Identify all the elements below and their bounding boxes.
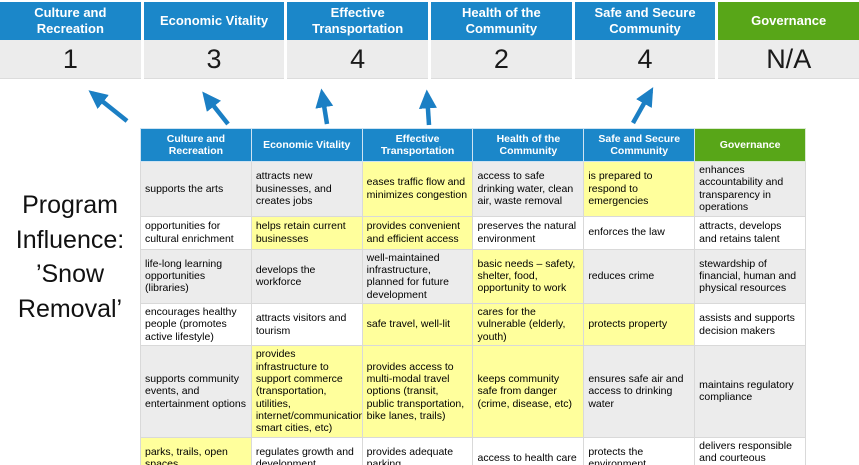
summary-score-health: 2: [431, 40, 572, 79]
program-title-line: Influence:: [15, 225, 125, 254]
summary-col-health: Health of the Community 2: [431, 2, 572, 79]
summary-header-transportation: Effective Transportation: [287, 2, 429, 40]
program-title: Program Influence: ’Snow Removal’: [0, 188, 140, 326]
priority-summary: Culture and Recreation 1 Economic Vitali…: [0, 2, 859, 79]
matrix-row: parks, trails, open spaces regulates grow…: [140, 436, 806, 465]
matrix-cell: maintains regulatory compliance: [694, 345, 806, 438]
matrix-header-economic: Economic Vitality: [250, 128, 363, 162]
summary-score-transportation: 4: [287, 40, 429, 79]
arrow-transportation-icon: [315, 88, 334, 125]
arrow-economic-icon: [202, 91, 230, 126]
arrow-culture-icon: [88, 90, 129, 123]
summary-header-safe: Safe and Secure Community: [574, 2, 716, 40]
summary-header-economic: Economic Vitality: [143, 2, 285, 40]
summary-score-economic: 3: [143, 40, 285, 79]
matrix-cell: encourages healthy people (promotes acti…: [140, 302, 252, 347]
arrow-safe-icon: [631, 87, 654, 125]
matrix-cell: attracts visitors and tourism: [250, 302, 363, 347]
matrix-cell: protects the environment: [583, 436, 696, 465]
matrix-cell: supports the arts: [140, 161, 252, 217]
matrix-row: encourages healthy people (promotes acti…: [140, 302, 806, 347]
matrix-cell: attracts, develops and retains talent: [694, 215, 806, 250]
program-title-line: Removal’: [17, 294, 123, 323]
matrix-cell: cares for the vulnerable (elderly, youth…: [472, 302, 585, 347]
summary-col-economic: Economic Vitality 3: [143, 2, 285, 79]
matrix-header-governance: Governance: [694, 128, 806, 162]
summary-header-culture: Culture and Recreation: [0, 2, 141, 40]
matrix-cell: develops the workforce: [250, 248, 363, 304]
matrix-header-culture: Culture and Recreation: [140, 128, 252, 162]
matrix-header-health: Health of the Community: [472, 128, 585, 162]
matrix-row: life-long learning opportunities (librar…: [140, 248, 806, 304]
arrow-health-icon: [418, 89, 437, 126]
matrix-cell: access to health care: [472, 436, 585, 465]
program-title-line: Program: [22, 191, 118, 219]
summary-score-culture: 1: [0, 40, 141, 79]
matrix-cell: protects property: [583, 302, 696, 347]
matrix-cell: keeps community safe from danger (crime,…: [472, 345, 585, 438]
matrix-cell: helps retain current businesses: [250, 215, 363, 250]
influence-matrix: Culture and Recreation Economic Vitality…: [140, 128, 806, 465]
matrix-cell: delivers responsible and courteous servi…: [694, 436, 806, 465]
matrix-cell: parks, trails, open spaces: [140, 436, 252, 465]
matrix-cell: provides infrastructure to support comme…: [250, 345, 363, 438]
matrix-row: opportunities for cultural enrichment hel…: [140, 215, 806, 250]
summary-col-governance: Governance N/A: [718, 2, 859, 79]
matrix-cell: opportunities for cultural enrichment: [140, 215, 252, 250]
matrix-cell: attracts new businesses, and creates job…: [250, 161, 363, 217]
matrix-cell: access to safe drinking water, clean air…: [472, 161, 585, 217]
program-title-line: ’Snow: [35, 260, 105, 288]
matrix-cell: life-long learning opportunities (librar…: [140, 248, 252, 304]
summary-score-governance: N/A: [718, 40, 859, 79]
matrix-cell: eases traffic flow and minimizes congest…: [361, 161, 474, 217]
summary-header-health: Health of the Community: [431, 2, 572, 40]
matrix-cell: stewardship of financial, human and phys…: [694, 248, 806, 304]
matrix-cell: well-maintained infrastructure, planned …: [361, 248, 474, 304]
influence-matrix-body: supports the arts attracts new businesses…: [140, 161, 806, 465]
matrix-cell: basic needs – safety, shelter, food, opp…: [472, 248, 585, 304]
matrix-cell: provides access to multi-modal travel op…: [361, 345, 474, 438]
matrix-cell: supports community events, and entertain…: [140, 345, 252, 438]
matrix-cell: enhances accountability and transparency…: [694, 161, 806, 217]
matrix-cell: ensures safe air and access to drinking …: [583, 345, 696, 438]
matrix-cell: safe travel, well-lit: [361, 302, 474, 347]
summary-header-governance: Governance: [718, 2, 859, 40]
matrix-cell: preserves the natural environment: [472, 215, 585, 250]
matrix-header-safe: Safe and Secure Community: [583, 128, 696, 162]
influence-arrows: [88, 87, 654, 126]
matrix-row: supports community events, and entertain…: [140, 345, 806, 438]
matrix-cell: provides adequate parking: [361, 436, 474, 465]
matrix-cell: reduces crime: [583, 248, 696, 304]
matrix-cell: provides convenient and efficient access: [361, 215, 474, 250]
summary-col-transportation: Effective Transportation 4: [287, 2, 429, 79]
summary-col-safe: Safe and Secure Community 4: [574, 2, 716, 79]
summary-col-culture: Culture and Recreation 1: [0, 2, 141, 79]
matrix-header-transportation: Effective Transportation: [361, 128, 474, 162]
summary-score-safe: 4: [574, 40, 716, 79]
matrix-cell: assists and supports decision makers: [694, 302, 806, 347]
matrix-cell: enforces the law: [583, 215, 696, 250]
matrix-row: supports the arts attracts new businesses…: [140, 161, 806, 217]
matrix-header-row: Culture and Recreation Economic Vitality…: [140, 128, 806, 162]
matrix-cell: is prepared to respond to emergencies: [583, 161, 696, 217]
matrix-cell: regulates growth and development: [250, 436, 363, 465]
